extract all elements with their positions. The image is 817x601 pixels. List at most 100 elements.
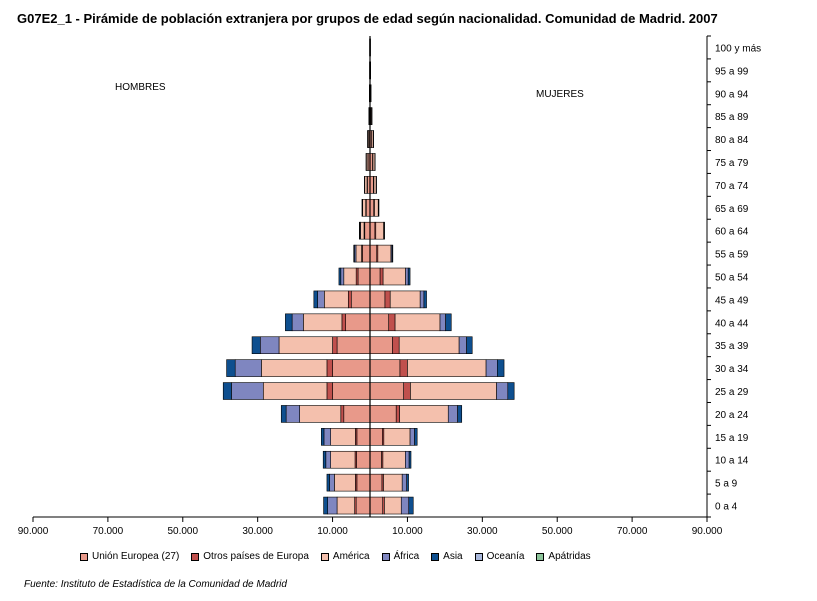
x-tick-label: 10.000 bbox=[392, 526, 423, 537]
x-tick-label: 10.000 bbox=[317, 526, 348, 537]
bar-mujeres bbox=[369, 336, 393, 354]
bar-mujeres bbox=[400, 496, 410, 515]
bar-hombres bbox=[343, 405, 371, 423]
bar-mujeres bbox=[392, 336, 400, 354]
age-group-label: 50 a 54 bbox=[715, 273, 749, 284]
bar-hombres bbox=[340, 267, 345, 286]
bar-hombres bbox=[347, 290, 352, 309]
bar-mujeres bbox=[466, 336, 473, 354]
age-group-label: 0 a 4 bbox=[715, 502, 738, 513]
bar-hombres bbox=[261, 359, 328, 377]
bar-hombres bbox=[226, 359, 236, 377]
bar-hombres bbox=[364, 221, 371, 240]
bar-hombres bbox=[326, 359, 333, 377]
bar-hombres bbox=[325, 450, 331, 469]
bar-hombres bbox=[278, 336, 333, 354]
bar-hombres bbox=[355, 496, 371, 515]
legend-swatch bbox=[381, 552, 390, 561]
legend-item: América bbox=[320, 551, 370, 562]
bar-mujeres bbox=[447, 405, 458, 423]
bar-hombres bbox=[326, 473, 330, 492]
bar-hombres bbox=[323, 428, 331, 446]
bar-mujeres bbox=[369, 496, 384, 515]
bar-hombres bbox=[334, 473, 356, 492]
bar-hombres bbox=[322, 450, 327, 469]
bar-hombres bbox=[356, 428, 371, 446]
bar-mujeres bbox=[497, 359, 505, 377]
bar-mujeres bbox=[408, 450, 412, 469]
x-tick-label: 70.000 bbox=[93, 526, 124, 537]
bar-mujeres bbox=[407, 359, 487, 377]
legend-label: Otros países de Europa bbox=[203, 551, 309, 562]
bar-hombres bbox=[323, 496, 328, 515]
bar-mujeres bbox=[369, 450, 382, 469]
bar-hombres bbox=[324, 290, 349, 309]
bar-mujeres bbox=[382, 267, 406, 286]
legend-swatch bbox=[320, 552, 329, 561]
bar-mujeres bbox=[384, 290, 391, 309]
age-group-label: 35 a 39 bbox=[715, 341, 749, 352]
bar-hombres bbox=[330, 450, 356, 469]
bar-hombres bbox=[356, 473, 371, 492]
bar-mujeres bbox=[369, 290, 386, 309]
age-group-label: 75 a 79 bbox=[715, 158, 749, 169]
bar-hombres bbox=[332, 382, 371, 400]
legend-label: África bbox=[393, 551, 420, 562]
bar-mujeres bbox=[423, 290, 427, 309]
bar-mujeres bbox=[383, 473, 403, 492]
bar-mujeres bbox=[369, 473, 383, 492]
bar-hombres bbox=[231, 382, 264, 400]
bar-mujeres bbox=[398, 336, 460, 354]
bar-hombres bbox=[364, 176, 368, 194]
age-group-label: 20 a 24 bbox=[715, 410, 749, 421]
legend-label: América bbox=[332, 551, 370, 562]
bar-hombres bbox=[330, 428, 356, 446]
chart-title: G07E2_1 - Pirámide de población extranje… bbox=[17, 11, 718, 26]
bar-mujeres bbox=[377, 244, 392, 263]
bar-hombres bbox=[362, 199, 366, 217]
bar-mujeres bbox=[399, 405, 449, 423]
bar-mujeres bbox=[414, 428, 418, 446]
legend-item: Apátridas bbox=[536, 551, 591, 562]
bar-hombres bbox=[359, 221, 361, 240]
right-side-label: MUJERES bbox=[536, 89, 584, 100]
age-group-label: 85 a 89 bbox=[715, 112, 749, 123]
bar-mujeres bbox=[375, 221, 384, 240]
bar-hombres bbox=[332, 336, 338, 354]
age-group-label: 15 a 19 bbox=[715, 433, 749, 444]
bar-mujeres bbox=[389, 290, 421, 309]
bar-mujeres bbox=[405, 267, 409, 286]
bar-hombres bbox=[313, 290, 318, 309]
bar-mujeres bbox=[458, 336, 467, 354]
bar-hombres bbox=[355, 244, 362, 263]
bar-hombres bbox=[353, 244, 355, 263]
age-group-label: 90 a 94 bbox=[715, 89, 749, 100]
bar-hombres bbox=[280, 405, 287, 423]
bar-hombres bbox=[251, 336, 261, 354]
x-tick-label: 50.000 bbox=[167, 526, 198, 537]
bar-mujeres bbox=[401, 473, 407, 492]
age-group-label: 60 a 64 bbox=[715, 227, 749, 238]
bar-mujeres bbox=[419, 290, 425, 309]
bar-mujeres bbox=[445, 313, 452, 332]
age-group-label: 65 a 69 bbox=[715, 204, 749, 215]
bar-hombres bbox=[285, 313, 293, 332]
bar-hombres bbox=[350, 290, 371, 309]
bar-mujeres bbox=[408, 496, 414, 515]
x-tick-label: 30.000 bbox=[242, 526, 273, 537]
x-tick-label: 70.000 bbox=[617, 526, 648, 537]
bar-hombres bbox=[329, 473, 335, 492]
legend-item: Unión Europea (27) bbox=[80, 551, 179, 562]
legend-label: Unión Europea (27) bbox=[92, 551, 180, 562]
bar-mujeres bbox=[373, 176, 377, 194]
x-tick-label: 50.000 bbox=[542, 526, 573, 537]
bar-mujeres bbox=[369, 359, 401, 377]
legend-swatch bbox=[80, 552, 88, 561]
bar-hombres bbox=[234, 359, 262, 377]
bar-hombres bbox=[338, 267, 342, 286]
bar-mujeres bbox=[388, 313, 396, 332]
bar-hombres bbox=[360, 221, 365, 240]
bar-mujeres bbox=[382, 450, 406, 469]
bar-hombres bbox=[362, 244, 371, 263]
bar-mujeres bbox=[374, 199, 379, 217]
